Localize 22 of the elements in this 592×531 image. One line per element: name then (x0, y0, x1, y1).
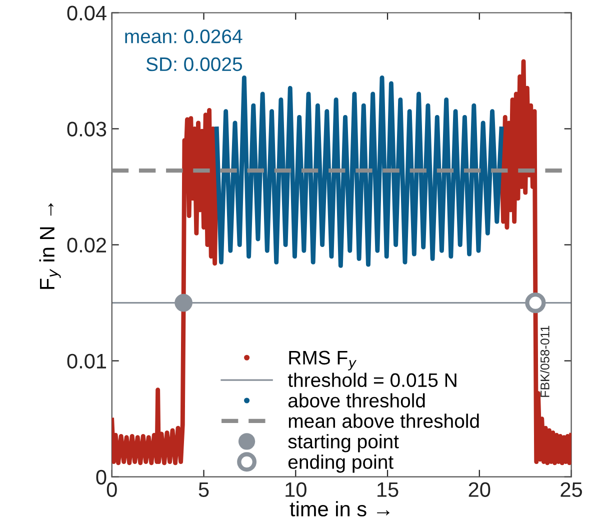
x-tick-label: 0 (106, 482, 117, 497)
y-tick-label: 0.02 (67, 238, 106, 253)
y-tick-label: 0 (96, 470, 106, 485)
annotation: SD: 0.0025 (146, 57, 242, 72)
legend-label: starting point (288, 434, 399, 452)
x-axis-title: time in s → (290, 501, 390, 516)
legend-label: ending point (288, 454, 394, 473)
legend-label: above threshold (288, 393, 425, 408)
x-tick-label: 10 (286, 482, 306, 497)
legend-label: RMS F$_{y}$ (289, 350, 357, 370)
annotation: FBK/058-011 (540, 326, 550, 397)
legend-label: threshold = 0.015 N (288, 372, 456, 388)
x-tick-label: 15 (378, 482, 398, 497)
x-tick-label: 5 (198, 482, 209, 497)
y-axis-title: F$_{y}$ in N → (39, 203, 61, 289)
x-tick-label: 20 (468, 482, 490, 497)
y-tick-label: 0.01 (67, 354, 106, 369)
y-tick-label: 0.04 (67, 6, 106, 20)
x-tick-label: 25 (560, 482, 582, 497)
annotation: mean: 0.0264 (125, 30, 242, 44)
y-tick-label: 0.03 (67, 122, 106, 137)
legend-label: mean above threshold (288, 414, 479, 428)
